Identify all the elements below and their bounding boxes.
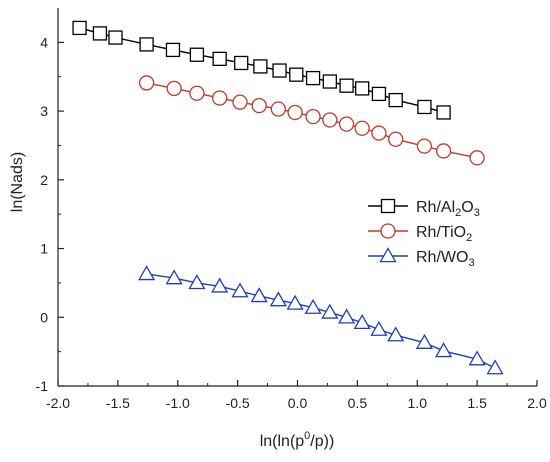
data-point [286,294,304,310]
data-point [435,143,452,159]
data-point [354,120,370,136]
data-point [468,350,486,366]
data-point [250,287,268,303]
data-point [166,80,182,97]
x-tick-label: -1.5 [106,395,130,411]
data-point [139,37,154,52]
data-point [251,97,267,114]
legend-label: Rh/WO3 [416,249,475,269]
series-triangle [138,265,504,375]
data-point [486,359,504,375]
x-axis-label: ln(ln(p0/p)) [260,430,335,450]
data-point [388,92,403,108]
y-tick-label: 4 [40,34,48,50]
data-point [469,150,485,166]
data-point [108,30,123,45]
data-point [165,269,183,285]
x-tick-label: -0.5 [226,395,250,411]
legend-label-part: Rh/WO [416,249,468,266]
y-tick-label: 3 [40,103,48,119]
data-point [211,277,229,293]
legend-marker [380,198,396,214]
legend-label-part: O [461,199,473,216]
legend-label: Rh/TiO2 [416,224,472,244]
x-tick-label: -2.0 [46,395,70,411]
data-point [304,298,322,314]
data-point [92,26,108,41]
data-point [189,47,205,62]
legend-label-subscript: 3 [474,207,480,219]
legend-label-subscript: 2 [466,232,472,244]
legend-label-part: Rh/Al [416,199,455,216]
x-label-superscript: 0 [304,430,310,442]
data-point [338,116,355,132]
y-tick-label: -1 [36,378,49,394]
data-point [189,85,205,101]
x-label-part: ln(ln(p [260,433,305,450]
data-point [305,70,321,86]
data-point [138,75,155,91]
data-point [165,42,181,58]
plot-frame [57,8,537,387]
legend-marker [380,223,396,239]
y-axis-ticks: -1 0 1 2 3 4 [36,34,64,394]
data-point [416,138,433,154]
data-point [415,333,434,349]
legend-label-part: Rh/TiO [416,224,466,241]
x-tick-label: 2.0 [527,395,547,411]
data-point [322,112,338,128]
data-point [270,101,286,117]
data-point [289,67,304,82]
x-tick-label: 1.5 [467,395,487,411]
x-tick-label: -1.0 [166,395,190,411]
data-point [370,320,388,336]
data-point [305,108,321,125]
data-point [417,99,432,115]
data-point [434,342,453,358]
x-label-part: /p)) [310,433,334,450]
data-point [287,104,303,121]
data-point [188,274,206,290]
data-point [234,55,249,71]
data-point [321,303,339,319]
y-tick-label: 0 [40,309,48,325]
legend-marker [379,247,397,263]
legend-label: Rh/Al2O3 [416,199,480,219]
series-square [72,20,451,120]
series-layer [72,20,504,375]
x-axis-ticks: -2.0 -1.5 -1.0 -0.5 0.0 0.5 1.0 1.5 2.0 [46,380,547,411]
data-point [138,265,156,281]
series-circle [138,75,485,166]
data-point [232,94,248,110]
y-tick-label: 2 [40,172,48,188]
data-point [72,20,87,36]
data-point [212,90,228,106]
data-point [436,105,451,120]
data-point [322,74,337,89]
y-tick-label: 1 [40,241,48,257]
data-point [338,308,356,324]
x-tick-label: 0.0 [288,395,308,411]
x-tick-label: 0.5 [348,395,368,411]
data-point [371,86,387,102]
data-point [388,131,404,147]
data-point [272,63,287,78]
data-point [231,282,249,298]
data-point [253,59,268,74]
y-axis-label: ln(Nads) [9,152,26,212]
data-point [212,51,227,67]
x-tick-label: 1.0 [408,395,428,411]
data-point [387,326,405,342]
data-point [353,313,371,330]
data-point [339,78,354,93]
data-point [269,291,287,307]
legend-label-subscript: 3 [468,257,474,269]
data-point [355,81,370,96]
legend-label-subscript: 2 [455,207,461,219]
data-point [371,125,387,141]
